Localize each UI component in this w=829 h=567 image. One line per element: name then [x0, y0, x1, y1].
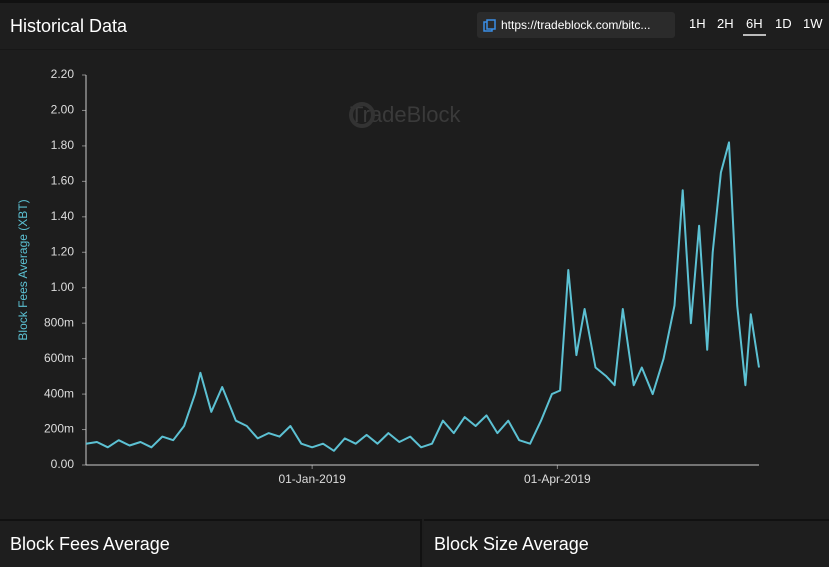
watermark-logo — [349, 102, 375, 128]
panel-title: Block Fees Average — [0, 519, 422, 567]
panel-title: Block Size Average — [424, 519, 829, 567]
y-tick-label: 1.60 — [51, 174, 75, 188]
y-tick-label: 400m — [44, 386, 74, 400]
y-tick-label: 800m — [44, 315, 74, 329]
range-button[interactable]: 1H — [689, 16, 706, 31]
y-tick-label: 0.00 — [51, 457, 75, 471]
y-axis-label: Block Fees Average (XBT) — [16, 199, 30, 340]
y-tick-label: 1.40 — [51, 209, 75, 223]
range-button[interactable]: 2H — [717, 16, 734, 31]
url-text: https://tradeblock.com/bitc... — [501, 18, 651, 32]
range-button[interactable]: 1D — [775, 16, 792, 31]
url-button[interactable]: https://tradeblock.com/bitc... — [477, 12, 675, 38]
y-tick-label: 2.20 — [51, 67, 75, 81]
y-tick-label: 1.80 — [51, 138, 75, 152]
chart: TradeBlock Block Fees Average (XBT) 0.00… — [16, 67, 760, 486]
copy-icon — [483, 19, 496, 32]
y-tick-label: 1.00 — [51, 280, 75, 294]
range-button[interactable]: 6H — [743, 14, 766, 36]
x-tick-label: 01-Apr-2019 — [524, 472, 591, 486]
y-tick-label: 200m — [44, 422, 74, 436]
x-tick-label: 01-Jan-2019 — [278, 472, 346, 486]
range-button[interactable]: 1W — [803, 16, 823, 31]
header: Historical Data https://tradeblock.com/b… — [0, 0, 829, 50]
y-tick-label: 600m — [44, 351, 74, 365]
data-line — [85, 141, 760, 452]
y-tick-label: 1.20 — [51, 244, 75, 258]
header-title: Historical Data — [10, 16, 128, 36]
y-tick-label: 2.00 — [51, 103, 75, 117]
